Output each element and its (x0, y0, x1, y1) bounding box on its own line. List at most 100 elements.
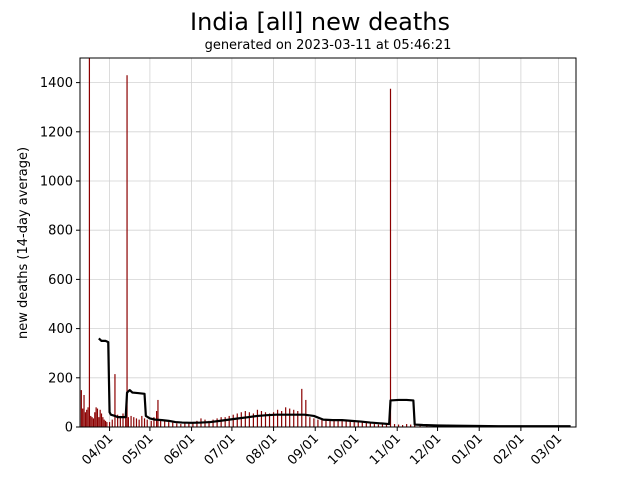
y-tick-label: 400 (48, 322, 73, 337)
bar (122, 413, 124, 427)
bar (117, 414, 119, 427)
bar (397, 424, 400, 427)
bar (192, 422, 194, 427)
bar (135, 418, 138, 427)
y-tick-label: 0 (65, 421, 73, 436)
bar (272, 412, 275, 427)
bar (240, 412, 242, 427)
bar (125, 412, 127, 427)
bar (276, 409, 279, 427)
bar (373, 424, 375, 427)
bar (329, 420, 331, 427)
bar (96, 408, 99, 427)
x-tick-label: 11/01 (367, 431, 404, 468)
bar (102, 417, 104, 427)
bar (341, 419, 343, 427)
bar (153, 417, 155, 427)
y-tick-label: 800 (48, 224, 73, 239)
bar (108, 422, 111, 427)
average-series (98, 337, 571, 428)
bar (104, 420, 107, 427)
bar (333, 419, 335, 427)
bar (281, 411, 283, 427)
bar (196, 420, 198, 427)
bar (143, 418, 146, 427)
bar (130, 415, 132, 427)
bar (228, 415, 230, 427)
x-tick-label: 02/01 (491, 431, 528, 468)
x-tick-label: 09/01 (285, 431, 322, 468)
bar (188, 422, 190, 427)
bar (349, 420, 351, 427)
grid-layer (80, 58, 576, 428)
bar (224, 417, 226, 427)
bar (325, 419, 327, 427)
y-axis-label: new deaths (14-day average) (16, 147, 31, 339)
bar (138, 419, 140, 427)
bar (103, 419, 105, 427)
bar (99, 409, 101, 427)
bar (381, 423, 384, 427)
bar (212, 419, 214, 427)
y-tick-label: 600 (48, 273, 73, 288)
x-tick-label: 08/01 (243, 431, 280, 468)
bar (393, 424, 396, 427)
bar (301, 388, 303, 427)
chart-subtitle: generated on 2023-03-11 at 05:46:21 (205, 38, 452, 53)
bar-series (80, 58, 566, 427)
bar (172, 422, 174, 427)
bar (410, 424, 412, 427)
bar (83, 395, 85, 427)
bar (141, 415, 143, 427)
bar (232, 414, 234, 427)
bar (95, 407, 97, 427)
bar (146, 419, 148, 427)
bar (157, 399, 159, 427)
bar (309, 417, 311, 427)
bar (220, 417, 222, 427)
bar (127, 417, 129, 427)
bar (236, 413, 238, 427)
bar (98, 417, 100, 427)
bar (114, 374, 116, 427)
x-tick-label: 01/01 (449, 431, 486, 468)
bar (208, 420, 210, 427)
bar (297, 411, 299, 427)
bar (133, 417, 135, 427)
bar (361, 422, 363, 427)
bar (111, 419, 113, 427)
bar (176, 423, 178, 427)
bar (285, 407, 287, 427)
bar (180, 424, 182, 427)
bar (86, 409, 88, 427)
bar (353, 422, 355, 427)
bar (313, 418, 315, 427)
bar (82, 408, 84, 427)
x-tick-label: 12/01 (407, 431, 444, 468)
average-line (98, 337, 571, 428)
y-tick-label: 200 (48, 371, 73, 386)
chart-title: India [all] new deaths (190, 8, 450, 36)
bar (184, 423, 186, 427)
bar (216, 418, 218, 427)
bar (94, 412, 96, 427)
plot-frame (79, 57, 577, 428)
bar (385, 424, 388, 427)
bar (414, 425, 416, 427)
bar (88, 58, 91, 427)
bar (377, 424, 380, 427)
axis-layer: 0 200 400 600 800 1000 1200 1400 04/01 05/01 06/01… (40, 76, 565, 468)
bar (248, 412, 250, 427)
bar (365, 422, 367, 427)
bar (168, 422, 170, 427)
bar (337, 420, 339, 427)
bar (126, 75, 128, 427)
bar (317, 419, 319, 427)
x-tick-label: 07/01 (202, 431, 239, 468)
x-tick-label: 03/01 (528, 431, 565, 468)
bar (252, 413, 254, 427)
bar (321, 418, 323, 427)
bar (90, 415, 92, 427)
bar (256, 409, 259, 427)
bar (92, 418, 95, 427)
